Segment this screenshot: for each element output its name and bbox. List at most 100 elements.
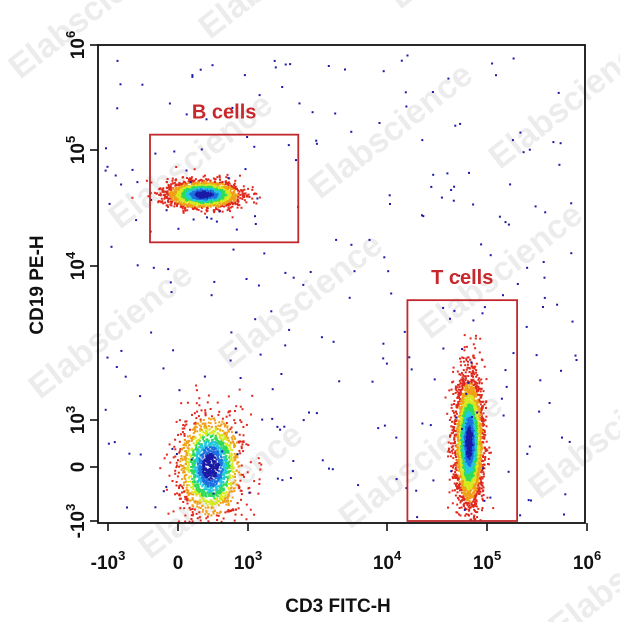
event-dot xyxy=(450,432,453,435)
event-dot xyxy=(198,183,201,186)
event-dot xyxy=(475,494,478,497)
event-dot xyxy=(469,500,471,503)
event-dot xyxy=(473,500,476,503)
event-dot xyxy=(171,177,174,180)
event-dot xyxy=(481,359,484,362)
event-dot xyxy=(471,421,474,424)
event-dot xyxy=(463,497,466,500)
event-dot xyxy=(465,384,467,386)
event-dot xyxy=(480,400,483,403)
event-dot xyxy=(179,190,182,193)
event-dot xyxy=(186,209,189,212)
event-dot xyxy=(476,406,479,408)
event-dot xyxy=(473,365,476,368)
event-dot xyxy=(487,458,490,460)
event-dot xyxy=(458,489,461,492)
event-dot xyxy=(153,191,156,194)
event-dot xyxy=(476,440,479,443)
event-dot xyxy=(164,193,167,196)
event-dot xyxy=(478,380,481,383)
event-dot xyxy=(190,177,193,180)
event-dot xyxy=(461,403,464,406)
event-dot xyxy=(480,442,483,445)
event-dot xyxy=(469,462,472,465)
event-dot xyxy=(204,192,207,195)
event-dot xyxy=(189,205,192,208)
event-dot xyxy=(191,186,194,189)
event-dot xyxy=(456,370,459,373)
event-dot xyxy=(460,392,463,395)
event-dot xyxy=(464,514,467,517)
event-dot xyxy=(457,435,460,438)
event-dot xyxy=(206,184,209,187)
event-dot xyxy=(457,439,460,442)
event-dot xyxy=(474,347,477,350)
event-dot xyxy=(203,205,206,208)
event-dot xyxy=(472,378,475,381)
event-dot xyxy=(465,422,467,425)
event-dot xyxy=(474,468,477,471)
event-dot xyxy=(464,458,467,461)
event-dot xyxy=(482,473,485,476)
event-dot xyxy=(461,447,463,450)
event-dot xyxy=(473,518,476,521)
event-dot xyxy=(234,203,237,206)
event-dot xyxy=(450,465,453,468)
event-dot xyxy=(218,205,221,208)
event-dot xyxy=(229,190,232,193)
event-dot xyxy=(461,443,464,446)
event-dot xyxy=(473,380,476,383)
event-dot xyxy=(454,450,457,453)
event-dot xyxy=(191,184,194,187)
event-dot xyxy=(182,187,185,189)
event-dot xyxy=(199,188,202,191)
event-dot xyxy=(474,474,477,477)
event-dot xyxy=(470,493,473,496)
event-dot xyxy=(456,503,459,506)
event-dot xyxy=(161,188,164,191)
event-dot xyxy=(476,382,479,385)
event-dot xyxy=(231,216,234,219)
watermark-text: Elabscience xyxy=(2,0,180,86)
event-dot xyxy=(474,510,477,513)
event-dot xyxy=(454,416,457,419)
event-dot xyxy=(200,184,203,187)
event-dot xyxy=(227,181,230,184)
event-dot xyxy=(225,202,228,205)
event-dot xyxy=(181,184,184,187)
event-dot xyxy=(211,196,214,199)
event-dot xyxy=(231,193,234,196)
event-dot xyxy=(198,198,201,201)
event-dot xyxy=(229,197,232,200)
event-dot xyxy=(215,188,218,191)
event-dot xyxy=(454,483,457,486)
event-dot xyxy=(483,452,486,455)
event-dot xyxy=(206,192,209,195)
event-dot xyxy=(206,196,208,199)
event-dot xyxy=(471,372,474,375)
event-dot xyxy=(475,505,478,508)
event-dot xyxy=(205,195,208,198)
event-dot xyxy=(479,490,482,493)
event-dot xyxy=(485,415,488,418)
event-dot xyxy=(207,178,210,181)
event-dot xyxy=(467,356,470,359)
event-dot xyxy=(204,202,207,205)
event-dot xyxy=(462,377,465,380)
event-dot xyxy=(480,465,483,467)
event-dot xyxy=(251,186,254,189)
event-dot xyxy=(458,450,461,453)
event-dot xyxy=(477,421,480,424)
event-dot xyxy=(225,188,228,191)
event-dot xyxy=(468,507,471,510)
event-dot xyxy=(198,205,200,207)
event-dot xyxy=(192,184,195,187)
event-dot xyxy=(161,190,164,193)
event-dot xyxy=(224,200,227,202)
event-dot xyxy=(245,201,248,204)
event-dot xyxy=(165,181,168,183)
event-dot xyxy=(165,186,168,189)
event-dot xyxy=(234,201,237,204)
event-dot xyxy=(457,437,460,440)
event-dot xyxy=(155,192,158,195)
